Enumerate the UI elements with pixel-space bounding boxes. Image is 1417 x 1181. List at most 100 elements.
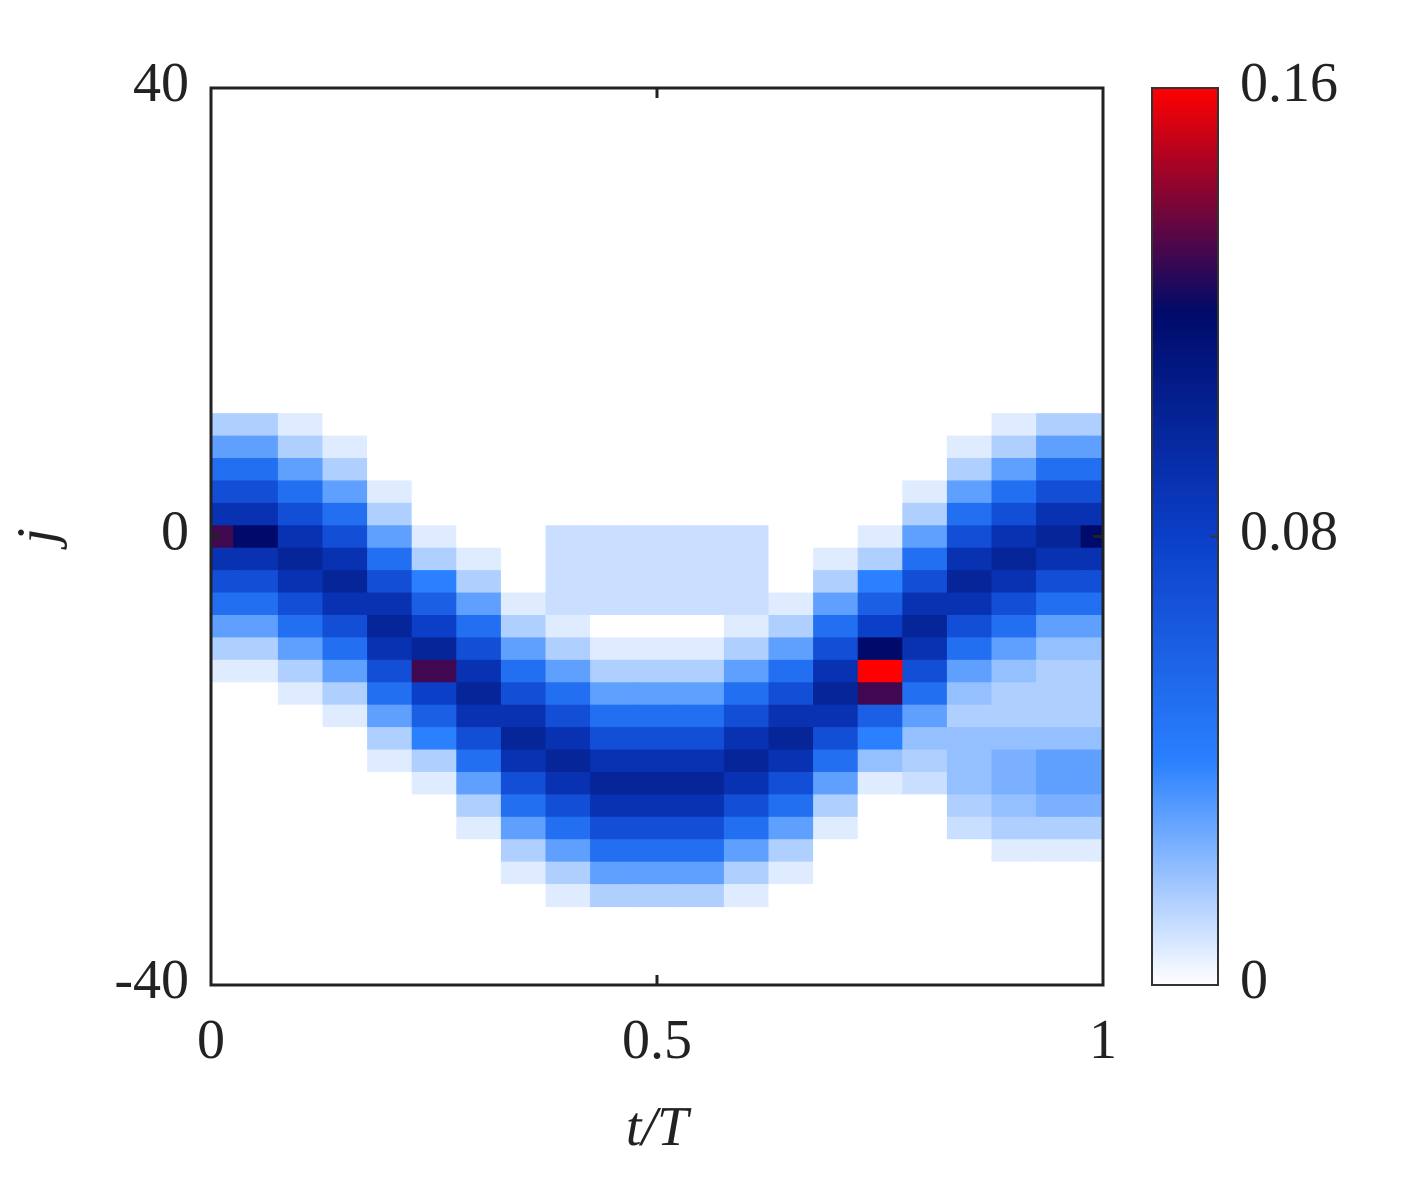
heatmap-cell <box>211 884 234 908</box>
heatmap-cell <box>813 502 859 526</box>
heatmap-cell <box>991 435 1037 459</box>
heatmap-cell <box>277 547 324 571</box>
heatmap-cell <box>679 861 725 885</box>
heatmap-cell <box>679 794 725 818</box>
heatmap-cell <box>211 861 234 885</box>
heatmap-cell <box>857 480 903 504</box>
heatmap-cell <box>902 480 948 504</box>
heatmap-cell <box>211 525 234 549</box>
heatmap-cell <box>634 413 680 437</box>
heatmap-cell <box>233 458 279 482</box>
heatmap-cell <box>768 659 814 683</box>
heatmap-cell <box>545 839 591 863</box>
heatmap-cell <box>991 816 1037 840</box>
heatmap-cell <box>500 637 547 661</box>
heatmap-cell <box>456 749 502 773</box>
heatmap-cell <box>679 570 725 594</box>
heatmap-cell <box>723 435 770 459</box>
heatmap-cell <box>590 413 636 437</box>
heatmap-cell <box>946 884 993 908</box>
heatmap-cell <box>590 480 636 504</box>
heatmap-cell <box>322 816 368 840</box>
heatmap-cell <box>411 458 457 482</box>
heatmap-cell <box>456 413 502 437</box>
x-tick-label: 1 <box>1089 1009 1117 1071</box>
heatmap-cell <box>277 704 324 728</box>
heatmap-cell <box>813 637 859 661</box>
heatmap-cell <box>367 458 413 482</box>
heatmap-cell <box>277 682 324 706</box>
heatmap-cell <box>233 839 279 863</box>
heatmap-cell <box>902 749 948 773</box>
heatmap-cell <box>411 727 457 751</box>
heatmap-cell <box>456 592 502 616</box>
heatmap-cell <box>367 884 413 908</box>
heatmap-cell <box>991 592 1037 616</box>
heatmap-cell <box>634 659 680 683</box>
heatmap-cell <box>500 861 547 885</box>
heatmap-cell <box>590 884 636 908</box>
heatmap-cell <box>322 480 368 504</box>
heatmap-cell <box>277 794 324 818</box>
heatmap-cell <box>723 502 770 526</box>
heatmap-cell <box>634 547 680 571</box>
colorbar <box>1151 87 1219 986</box>
heatmap-cell <box>1080 682 1103 706</box>
heatmap-cell <box>590 727 636 751</box>
heatmap-cell <box>857 458 903 482</box>
heatmap-cell <box>500 480 547 504</box>
heatmap-cell <box>723 816 770 840</box>
heatmap-cell <box>367 749 413 773</box>
heatmap-cell <box>545 637 591 661</box>
heatmap-cell <box>500 884 547 908</box>
heatmap-cell <box>322 749 368 773</box>
heatmap-cell <box>411 816 457 840</box>
heatmap-cell <box>500 749 547 773</box>
y-axis-label: j <box>6 528 68 550</box>
heatmap-cell <box>322 682 368 706</box>
heatmap-cell <box>322 458 368 482</box>
heatmap-cell <box>411 592 457 616</box>
heatmap-cell <box>634 435 680 459</box>
heatmap-cell <box>946 771 993 795</box>
heatmap-cell <box>857 794 903 818</box>
heatmap-cell <box>456 727 502 751</box>
heatmap-cell <box>211 637 234 661</box>
heatmap-cell <box>902 771 948 795</box>
heatmap-cell <box>946 502 993 526</box>
heatmap-cell <box>322 659 368 683</box>
heatmap-cell <box>545 458 591 482</box>
heatmap-cell <box>768 570 814 594</box>
heatmap-cell <box>211 458 234 482</box>
heatmap-cell <box>1080 614 1103 639</box>
heatmap-cell <box>902 614 948 639</box>
heatmap-cell <box>277 570 324 594</box>
heatmap-cell <box>813 816 859 840</box>
heatmap-cell <box>233 749 279 773</box>
x-tick-label: 0.5 <box>622 1009 692 1071</box>
heatmap-cell <box>813 570 859 594</box>
heatmap-cell <box>590 570 636 594</box>
heatmap-cell <box>211 682 234 706</box>
heatmap-cell <box>723 749 770 773</box>
heatmap-cell <box>679 592 725 616</box>
heatmap-cell <box>545 861 591 885</box>
heatmap-cell <box>768 727 814 751</box>
heatmap-cell <box>1036 884 1082 908</box>
heatmap-cell <box>902 861 948 885</box>
heatmap-cell <box>813 861 859 885</box>
heatmap-cell <box>991 771 1037 795</box>
heatmap-cell <box>634 637 680 661</box>
heatmap-cell <box>1080 704 1103 728</box>
heatmap-cells <box>211 413 1103 908</box>
heatmap-cell <box>679 502 725 526</box>
heatmap-cell <box>679 458 725 482</box>
heatmap-cell <box>411 749 457 773</box>
heatmap-cell <box>211 794 234 818</box>
heatmap-cell <box>233 884 279 908</box>
heatmap-cell <box>634 704 680 728</box>
heatmap-cell <box>723 458 770 482</box>
heatmap-cell <box>277 480 324 504</box>
heatmap-cell <box>211 570 234 594</box>
heatmap-cell <box>500 682 547 706</box>
